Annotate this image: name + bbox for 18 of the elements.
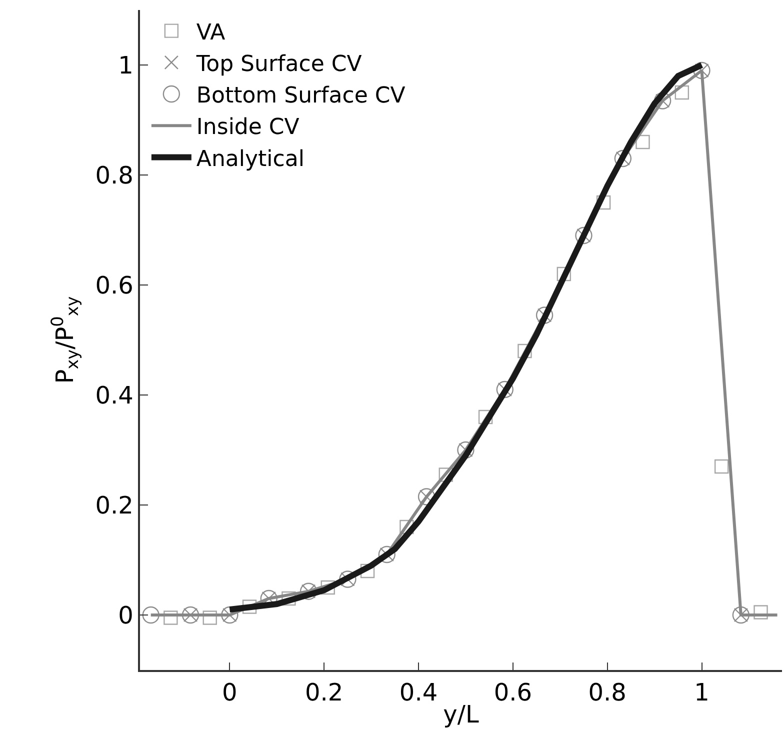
legend-label: Top Surface CV <box>195 52 362 77</box>
x-tick-label: 0.6 <box>494 678 532 707</box>
y-tick-label: 0.8 <box>95 161 134 190</box>
legend-label: Bottom Surface CV <box>196 84 406 109</box>
x-tick-label: 0 <box>222 678 238 707</box>
x-tick-label: 1 <box>694 678 710 707</box>
y-tick-label: 0.4 <box>95 381 134 410</box>
y-tick-label: 0.6 <box>95 271 134 300</box>
x-axis-title: y/L <box>443 700 480 728</box>
y-tick-label: 0.2 <box>95 491 134 520</box>
y-tick-label: 1 <box>118 51 134 80</box>
x-tick-label: 0.8 <box>588 678 626 707</box>
legend-label: Inside CV <box>196 115 300 140</box>
x-tick-label: 0.2 <box>305 678 344 707</box>
legend-label: VA <box>196 20 226 46</box>
y-tick-label: 0 <box>118 601 134 630</box>
x-tick-label: 0.4 <box>399 678 438 707</box>
legend-label: Analytical <box>196 146 304 172</box>
